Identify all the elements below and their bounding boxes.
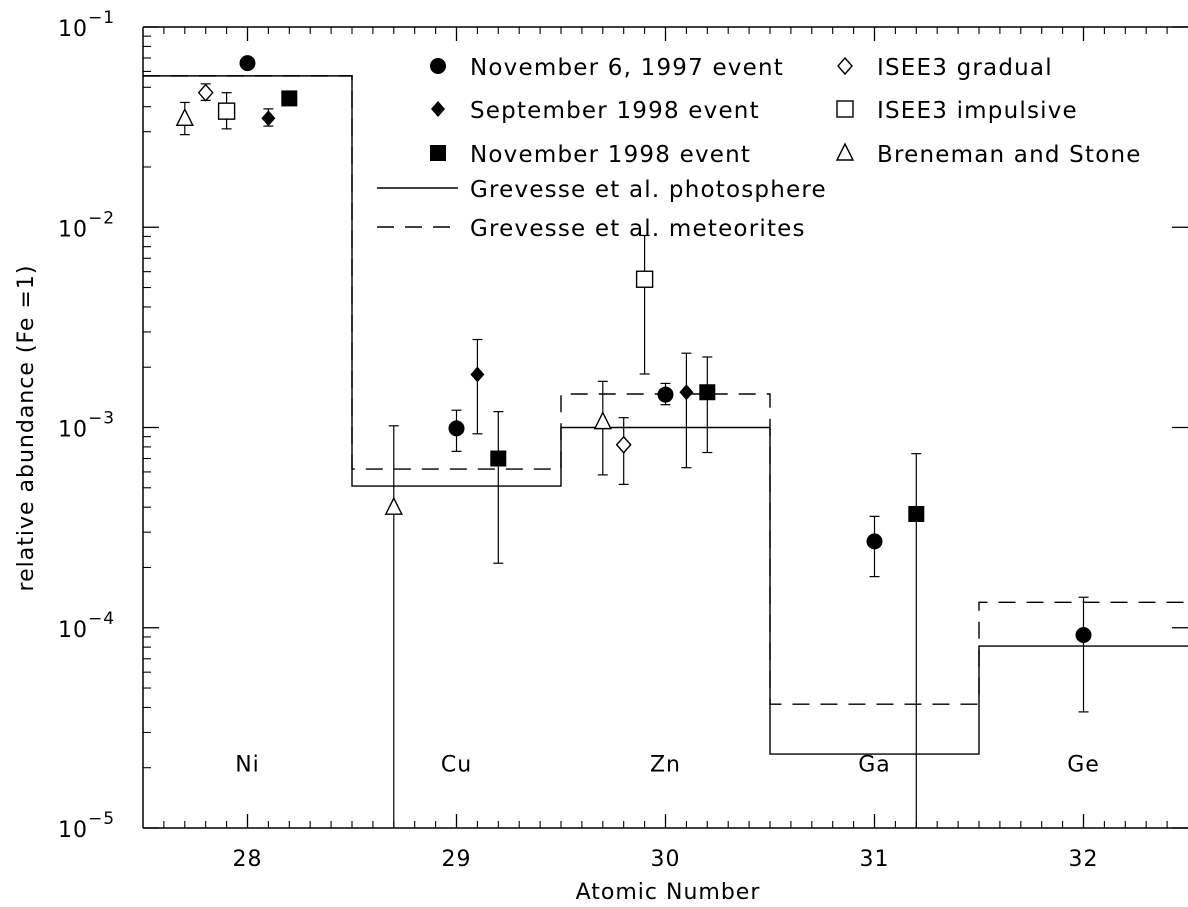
legend-marker: [431, 101, 445, 117]
data-point: [470, 366, 485, 383]
legend-marker: [430, 58, 446, 74]
legend-marker: [836, 100, 854, 118]
legend-label: November 6, 1997 event: [470, 55, 784, 81]
data-point: [866, 533, 883, 550]
legend-marker: [430, 145, 446, 161]
element-label: Ge: [1067, 752, 1100, 777]
element-label: Ga: [858, 752, 891, 777]
element-labels: Ni Cu Zn Ga Ge: [235, 752, 1100, 777]
data-point: [217, 102, 236, 120]
element-label: Cu: [441, 752, 472, 777]
x-tick-label: 29: [442, 847, 472, 872]
data-point: [908, 505, 925, 522]
legend-marker: [835, 142, 855, 161]
x-axis-label: Atomic Number: [576, 880, 761, 905]
y-tick-label: 10−4: [58, 609, 115, 643]
data-point: [281, 90, 298, 107]
data-point: [261, 110, 276, 127]
y-tick-label: 10−5: [58, 809, 115, 843]
legend-label: ISEE3 impulsive: [877, 98, 1078, 124]
x-tick-label: 30: [651, 847, 681, 872]
data-point: [593, 411, 612, 430]
legend-label: ISEE3 gradual: [877, 55, 1053, 81]
legend-label: Grevesse et al. meteorites: [470, 216, 806, 242]
data-point: [657, 386, 674, 403]
data-point: [197, 83, 214, 102]
data-point: [490, 450, 507, 467]
x-tick-label: 28: [233, 847, 263, 872]
data-point: [239, 55, 256, 72]
y-tick-label: 10−2: [58, 208, 115, 242]
legend-label: Grevesse et al. photosphere: [470, 177, 827, 203]
element-label: Zn: [650, 752, 681, 777]
data-point: [699, 384, 716, 401]
axis-ticks: 28 29 30 31 32 10−5 10−4 10−3 10−2 10−1: [58, 8, 1188, 872]
data-point: [635, 270, 654, 288]
legend: November 6, 1997 event September 1998 eve…: [377, 55, 1142, 242]
data-points: [175, 55, 1092, 828]
data-point: [679, 384, 694, 401]
y-tick-label: 10−1: [58, 8, 115, 42]
element-label: Ni: [235, 752, 260, 777]
photosphere-step-line: [143, 75, 1188, 755]
x-tick-label: 31: [860, 847, 890, 872]
legend-label: Breneman and Stone: [877, 142, 1142, 168]
legend-label: November 1998 event: [470, 142, 751, 168]
data-point: [615, 435, 632, 454]
data-point: [384, 496, 403, 515]
legend-label: September 1998 event: [470, 98, 760, 124]
data-point: [175, 107, 194, 127]
y-tick-label: 10−3: [58, 409, 115, 443]
data-point: [448, 420, 465, 437]
x-tick-label: 32: [1069, 847, 1099, 872]
data-point: [1075, 627, 1092, 644]
legend-marker: [837, 56, 853, 76]
y-axis-label: relative abundance (Fe =1): [14, 265, 39, 592]
